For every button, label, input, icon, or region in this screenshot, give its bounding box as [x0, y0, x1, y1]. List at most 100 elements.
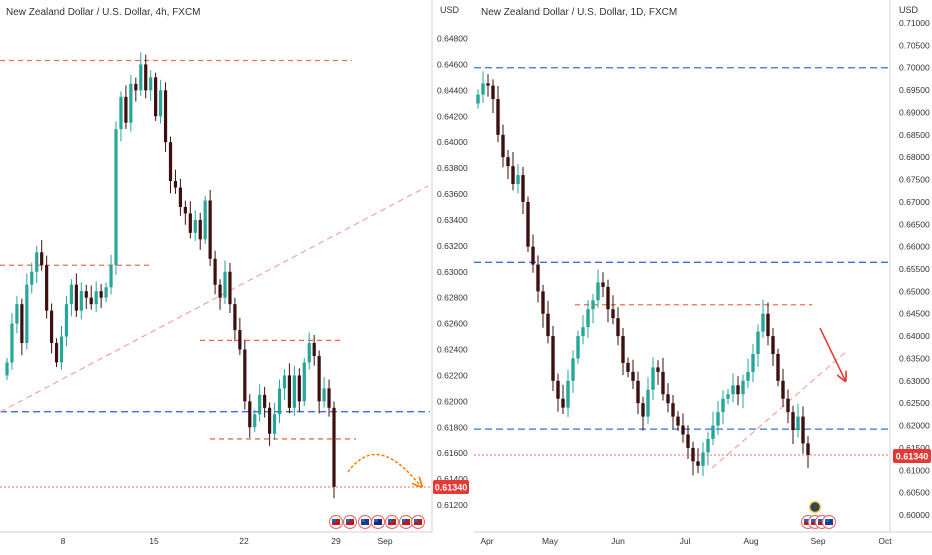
right-price-axis[interactable]: 0.71000 0.70500 0.70000 0.69500 0.69000 0.685…	[899, 18, 930, 520]
candle	[806, 436, 810, 469]
candle	[144, 54, 148, 99]
candle	[158, 79, 163, 124]
event-flag-icon[interactable]	[398, 514, 414, 530]
right-event-markers[interactable]	[800, 500, 837, 530]
event-flag-icon[interactable]	[328, 514, 344, 530]
candle	[586, 300, 590, 339]
candle	[801, 406, 805, 454]
candle	[193, 210, 197, 241]
candle	[238, 317, 242, 355]
candle	[15, 296, 19, 334]
candle	[526, 196, 530, 253]
left-price-tick: 0.62000	[437, 396, 468, 406]
left-price-tick: 0.63400	[437, 215, 468, 225]
candle	[139, 52, 143, 96]
candle	[89, 285, 93, 310]
left-price-tick: 0.61800	[437, 422, 468, 432]
right-chart-panel[interactable]: New Zealand Dollar / U.S. Dollar, 1D, FX…	[474, 0, 932, 546]
candle	[556, 373, 560, 412]
right-axis-unit: USD	[899, 5, 919, 15]
left-price-axis[interactable]: 0.64800 0.64600 0.64400 0.64200 0.64000 0.638…	[437, 34, 468, 511]
candle	[646, 376, 650, 424]
candle	[84, 284, 88, 309]
event-flag-icon[interactable]	[410, 514, 426, 530]
candle	[591, 293, 595, 324]
candle	[69, 279, 74, 317]
candle	[476, 89, 480, 109]
right-price-tick: 0.60000	[899, 510, 930, 520]
event-flag-icon[interactable]	[357, 514, 373, 530]
left-chart-panel[interactable]: New Zealand Dollar / U.S. Dollar, 4h, FX…	[0, 0, 469, 546]
candle	[124, 85, 128, 130]
candle	[134, 77, 138, 102]
candle	[218, 279, 222, 310]
candle	[163, 82, 168, 152]
candle	[30, 262, 34, 294]
left-level-lines	[0, 59, 430, 440]
candle	[641, 396, 645, 431]
candle	[541, 285, 545, 328]
candle	[501, 124, 505, 168]
right-price-tick: 0.65500	[899, 264, 930, 274]
left-price-tick: 0.62600	[437, 319, 468, 329]
right-time-tick: Oct	[878, 536, 892, 546]
candle	[626, 357, 630, 378]
candle	[10, 313, 14, 370]
candle	[25, 273, 29, 350]
candle	[756, 324, 760, 368]
candle	[248, 394, 252, 438]
left-trend-line	[0, 185, 429, 413]
right-price-tick: 0.64500	[899, 309, 930, 319]
candle	[706, 431, 710, 466]
left-projection-curve-arrow	[347, 453, 421, 486]
left-price-tick: 0.62200	[437, 370, 468, 380]
candle	[119, 91, 123, 142]
left-event-markers[interactable]	[328, 514, 426, 530]
candle	[253, 409, 257, 432]
candle	[40, 240, 44, 271]
candle	[576, 330, 580, 364]
left-last-price-label: 0.61340	[433, 480, 469, 494]
left-price-tick: 0.63800	[437, 163, 468, 173]
candle	[691, 441, 695, 476]
right-chart-title: New Zealand Dollar / U.S. Dollar, 1D, FX…	[481, 7, 677, 18]
candle	[54, 338, 59, 368]
right-price-tick: 0.66500	[899, 219, 930, 229]
candle	[173, 169, 178, 194]
candle	[596, 269, 600, 308]
candle	[566, 369, 570, 417]
candle	[35, 245, 39, 284]
event-flag-icon[interactable]	[342, 514, 358, 530]
candle	[332, 401, 336, 499]
candle	[601, 272, 605, 298]
right-price-tick: 0.66000	[899, 242, 930, 252]
candle	[701, 442, 705, 476]
candle	[258, 384, 262, 422]
event-flag-icon[interactable]	[384, 514, 400, 530]
candle	[521, 166, 525, 214]
right-price-tick: 0.69500	[899, 85, 930, 95]
candle	[516, 163, 520, 194]
candle	[243, 339, 247, 410]
right-time-axis[interactable]: Apr May Jun Jul Aug Sep Oct	[480, 536, 892, 546]
right-level-lines	[474, 67, 890, 430]
right-price-tick: 0.70500	[899, 40, 930, 50]
candle	[183, 200, 187, 225]
right-price-tick: 0.61000	[899, 465, 930, 475]
candle	[178, 178, 183, 216]
left-price-tick: 0.63600	[437, 189, 468, 199]
left-price-tick: 0.62800	[437, 293, 468, 303]
right-price-tick: 0.67000	[899, 197, 930, 207]
candle	[631, 359, 635, 390]
candle	[726, 388, 730, 405]
event-flag-icon[interactable]	[821, 514, 837, 530]
candle	[731, 373, 735, 403]
candle	[496, 86, 500, 143]
left-time-axis[interactable]: 8 15 22 29 Sep	[61, 536, 393, 546]
left-time-tick: 8	[61, 536, 66, 546]
candle	[651, 357, 655, 400]
candle	[616, 307, 620, 346]
right-earnings-marker-icon[interactable]	[808, 500, 822, 514]
event-flag-icon[interactable]	[370, 514, 386, 530]
